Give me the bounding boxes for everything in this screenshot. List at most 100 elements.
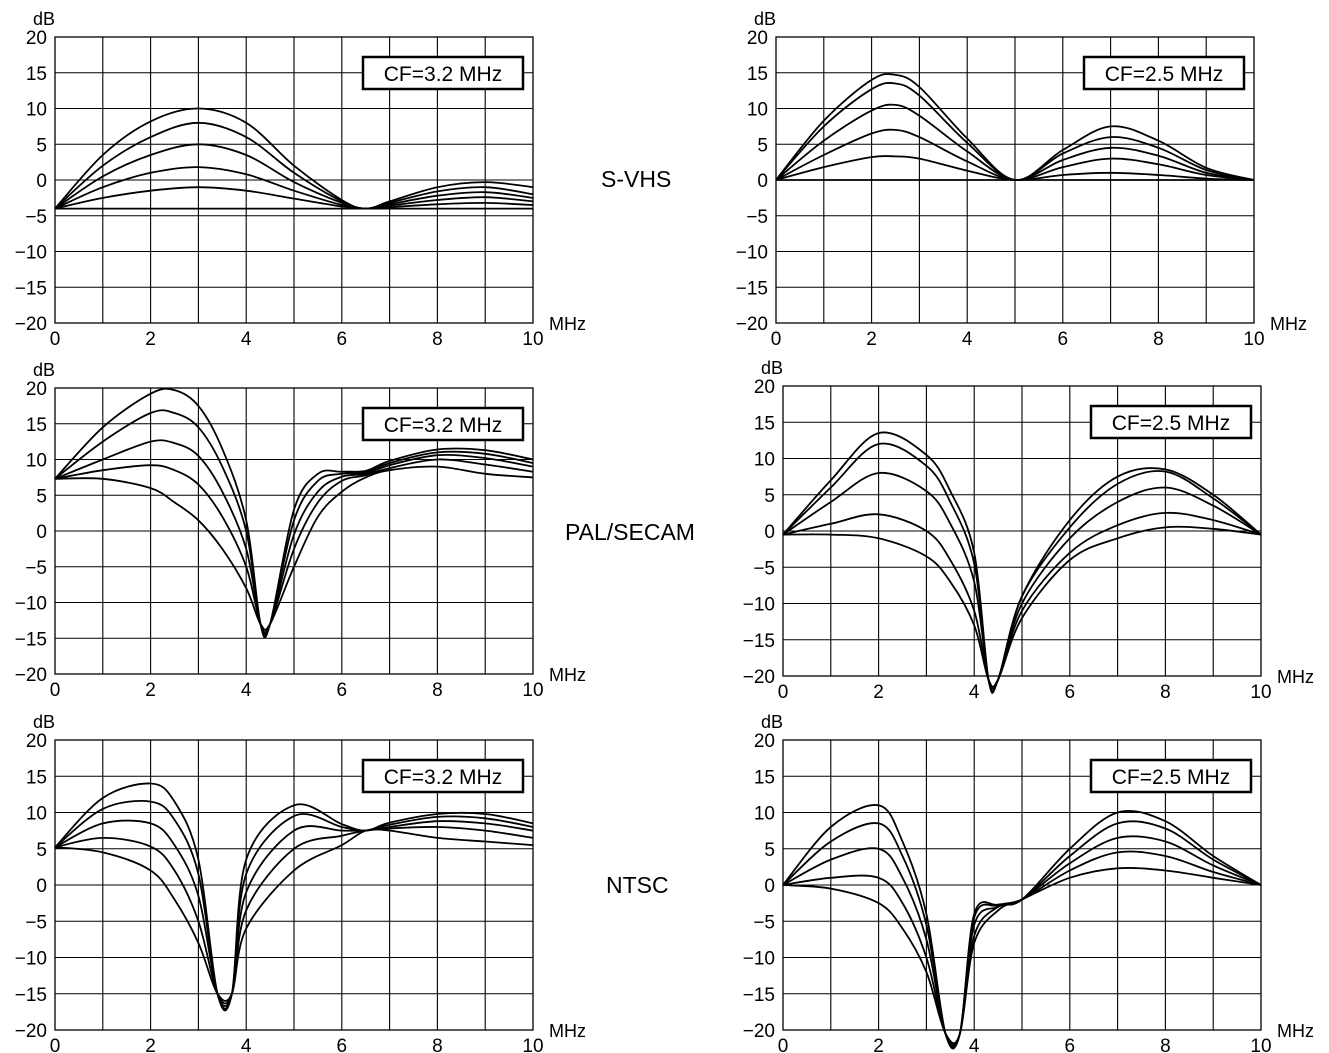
y-tick-label: 0 [764, 876, 775, 897]
series-line-2 [782, 511, 1262, 690]
x-tick-label: 2 [866, 329, 877, 350]
y-tick-label: −20 [736, 314, 768, 335]
y-tick-label: 15 [754, 413, 775, 434]
y-tick-label: −10 [736, 243, 768, 264]
plot-frame [54, 739, 534, 1031]
y-axis-label: dB [33, 360, 55, 380]
x-tick-label: 0 [50, 680, 61, 701]
series-line-2 [54, 186, 534, 210]
y-tick-label: 5 [764, 840, 775, 861]
x-tick-label: 2 [145, 1036, 156, 1053]
annotation-box [1089, 758, 1253, 794]
x-tick-label: 2 [145, 680, 156, 701]
x-tick-label: 8 [432, 329, 443, 350]
series-line-5 [775, 82, 1255, 181]
y-tick-label: 20 [26, 28, 47, 49]
series-line-3 [775, 128, 1255, 181]
y-axis-label: dB [754, 9, 776, 29]
x-tick-label: 10 [522, 680, 543, 701]
y-tick-label: 5 [757, 135, 768, 156]
series-line-4 [54, 800, 534, 1010]
x-tick-label: 0 [778, 1036, 789, 1053]
y-tick-label: 10 [26, 100, 47, 121]
annotation-label: CF=2.5 MHz [1112, 412, 1230, 435]
series-line-5 [782, 431, 1262, 694]
series-line-1 [782, 867, 1262, 1045]
y-tick-label: −20 [743, 667, 775, 688]
x-tick-label: 10 [1250, 682, 1271, 703]
y-axis-label: dB [761, 712, 783, 732]
x-axis-label: MHz [1277, 1021, 1314, 1041]
x-tick-label: 4 [241, 329, 252, 350]
y-tick-label: −10 [15, 594, 47, 615]
y-tick-label: −5 [753, 558, 775, 579]
x-tick-label: 10 [1250, 1036, 1271, 1053]
series-line-5 [54, 387, 534, 639]
series-line-6 [775, 73, 1255, 181]
y-tick-label: 15 [754, 767, 775, 788]
x-tick-label: 2 [873, 1036, 884, 1053]
x-tick-label: 0 [50, 329, 61, 350]
row-label-pal-secam: PAL/SECAM [565, 519, 695, 545]
annotation-label: CF=3.2 MHz [384, 414, 502, 437]
x-tick-label: 2 [873, 682, 884, 703]
y-tick-label: 10 [26, 804, 47, 825]
annotation-label: CF=2.5 MHz [1105, 63, 1223, 86]
plot-frame [782, 385, 1262, 677]
y-tick-label: 20 [754, 377, 775, 398]
x-tick-label: 0 [50, 1036, 61, 1053]
x-tick-label: 0 [778, 682, 789, 703]
annotation-box [361, 406, 525, 442]
annotation-box [1089, 404, 1253, 440]
y-tick-label: −20 [15, 1021, 47, 1042]
annotation-label: CF=3.2 MHz [384, 63, 502, 86]
y-tick-label: −10 [15, 243, 47, 264]
series-line-1 [54, 828, 534, 1002]
x-tick-label: 10 [522, 329, 543, 350]
x-tick-label: 8 [1160, 682, 1171, 703]
annotation-label: CF=2.5 MHz [1112, 766, 1230, 789]
plot-frame [54, 387, 534, 675]
x-axis-label: MHz [549, 314, 586, 334]
series-line-6 [54, 107, 534, 210]
y-tick-label: −20 [743, 1021, 775, 1042]
x-tick-label: 10 [522, 1036, 543, 1053]
y-tick-label: 10 [26, 451, 47, 472]
y-tick-label: 10 [754, 450, 775, 471]
y-tick-label: −15 [15, 278, 47, 299]
annotation-box [1082, 55, 1246, 91]
y-tick-label: 5 [36, 840, 47, 861]
y-tick-label: −5 [25, 207, 47, 228]
y-tick-label: 0 [757, 171, 768, 192]
series-line-5 [54, 121, 534, 210]
y-tick-label: −15 [15, 985, 47, 1006]
y-axis-label: dB [33, 9, 55, 29]
y-tick-label: 0 [764, 522, 775, 543]
y-tick-label: −5 [746, 207, 768, 228]
y-tick-label: −10 [15, 949, 47, 970]
row-label-ntsc: NTSC [606, 872, 669, 898]
x-tick-label: 8 [1153, 329, 1164, 350]
series-line-5 [54, 782, 534, 1012]
plot-frame [54, 36, 534, 324]
y-tick-label: −15 [15, 629, 47, 650]
series-line-3 [54, 819, 534, 1008]
x-tick-label: 4 [241, 1036, 252, 1053]
y-tick-label: 5 [764, 486, 775, 507]
x-tick-label: 6 [1058, 329, 1069, 350]
x-tick-label: 4 [241, 680, 252, 701]
x-tick-label: 8 [1160, 1036, 1171, 1053]
x-axis-label: MHz [549, 1021, 586, 1041]
y-tick-label: 5 [36, 486, 47, 507]
x-axis-label: MHz [549, 665, 586, 685]
x-tick-label: 6 [1065, 682, 1076, 703]
y-tick-label: 15 [26, 415, 47, 436]
x-axis-label: MHz [1270, 314, 1307, 334]
x-tick-label: 6 [337, 329, 348, 350]
x-tick-label: 4 [962, 329, 973, 350]
